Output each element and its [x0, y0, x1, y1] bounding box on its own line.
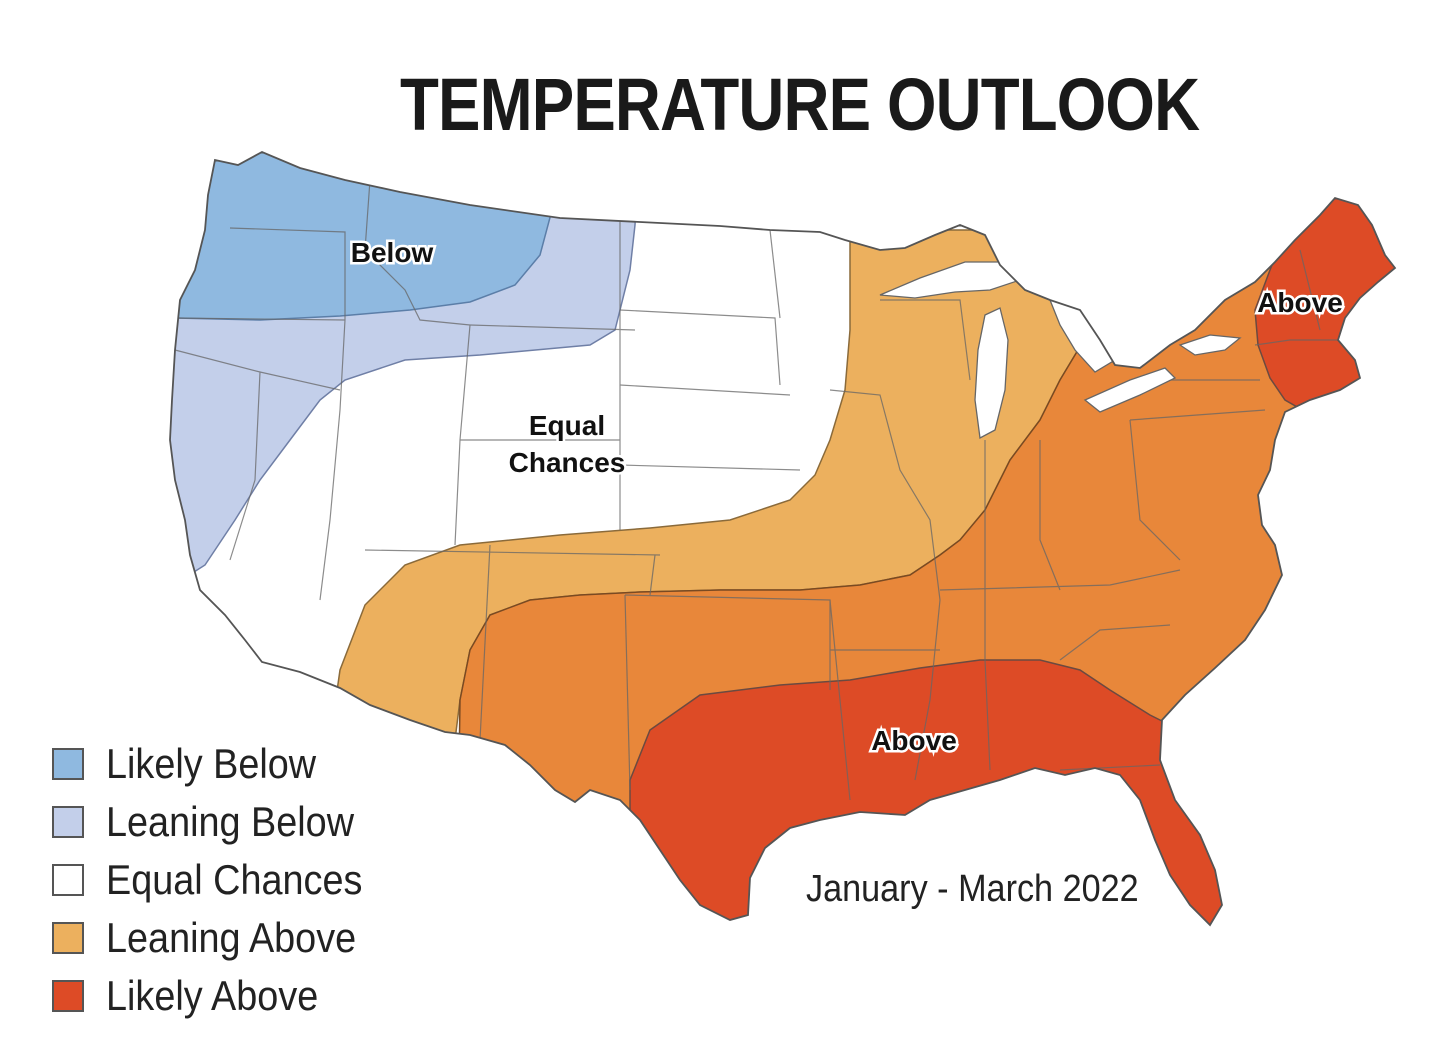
state-borders [174, 179, 1340, 801]
legend-swatch [52, 748, 84, 780]
legend-swatch [52, 980, 84, 1012]
legend-item-likely-above: Likely Above [52, 967, 391, 1025]
likely-above-northeast-region [1254, 152, 1395, 421]
legend-label: Equal Chances [106, 856, 363, 903]
legend-label: Leaning Above [106, 914, 357, 961]
legend-item-leaning-below: Leaning Below [52, 793, 391, 851]
map-label-central-line1: Equal [529, 410, 605, 441]
legend-label: Likely Below [106, 740, 317, 787]
legend-swatch [52, 864, 84, 896]
map-label-southeast: Above [871, 725, 957, 756]
legend-label: Likely Above [106, 972, 319, 1019]
map-label-northwest: Below [351, 237, 434, 268]
legend-swatch [52, 806, 84, 838]
legend-swatch [52, 922, 84, 954]
period-label: January - March 2022 [806, 868, 1139, 910]
great-lakes [879, 261, 1242, 440]
legend: Likely Below Leaning Below Equal Chances… [52, 735, 391, 1025]
legend-item-equal-chances: Equal Chances [52, 851, 391, 909]
legend-item-leaning-above: Leaning Above [52, 909, 391, 967]
map-label-northeast: Above [1257, 287, 1343, 318]
likely-below-region [170, 152, 553, 321]
legend-label: Leaning Below [106, 798, 354, 845]
map-title: TEMPERATURE OUTLOOK [400, 63, 1200, 146]
likely-above-southeast-region [629, 659, 1395, 925]
legend-item-likely-below: Likely Below [52, 735, 391, 793]
map-label-central-line2: Chances [509, 447, 626, 478]
